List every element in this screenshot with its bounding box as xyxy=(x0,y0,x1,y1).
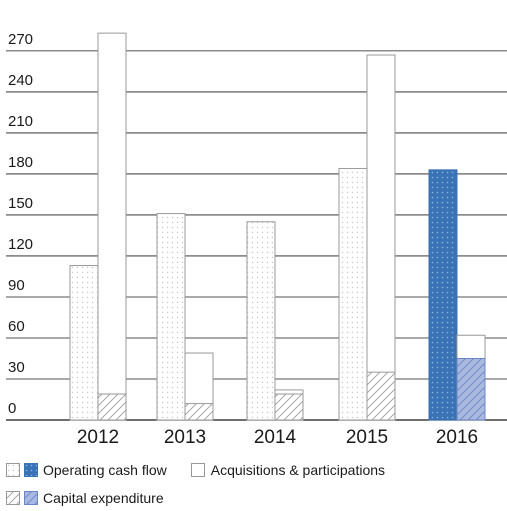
bar-acquisitions-2012 xyxy=(97,32,127,421)
bar-acquisitions-2015 xyxy=(366,54,396,421)
bar-operating-cash-flow-2016 xyxy=(428,169,458,421)
y-tick-label-180: 180 xyxy=(8,154,33,171)
bar-operating-cash-flow-2013 xyxy=(156,213,186,421)
x-category-label-2014: 2014 xyxy=(254,427,297,448)
y-tick-label-270: 270 xyxy=(8,31,33,48)
legend-swatch-capital-expenditure-highlight xyxy=(24,491,38,505)
bar-capital-expenditure-2014 xyxy=(274,393,304,421)
y-tick-label-120: 120 xyxy=(8,236,33,253)
x-category-label-2012: 2012 xyxy=(77,427,119,448)
x-category-label-2013: 2013 xyxy=(164,427,206,448)
bar-operating-cash-flow-2015 xyxy=(338,167,368,421)
legend-swatch-operating-cash-flow xyxy=(6,463,20,477)
bars xyxy=(69,32,486,421)
x-category-label-2016: 2016 xyxy=(436,427,478,448)
x-category-label-2015: 2015 xyxy=(346,427,388,448)
bar-capital-expenditure-2012 xyxy=(97,393,127,421)
legend-label-capital-expenditure: Capital expenditure xyxy=(43,490,164,506)
legend-label-operating-cash-flow: Operating cash flow xyxy=(43,462,167,478)
legend-label-acquisitions: Acquisitions & participations xyxy=(210,462,386,478)
bar-operating-cash-flow-2014 xyxy=(246,221,276,421)
legend-swatch-capital-expenditure xyxy=(6,491,20,505)
x-axis-category-labels: 2012 2013 2014 2015 2016 xyxy=(77,427,478,448)
y-tick-label-240: 240 xyxy=(8,72,33,89)
bar-operating-cash-flow-2012 xyxy=(69,265,99,421)
legend-swatch-operating-cash-flow-highlight xyxy=(24,463,38,477)
y-tick-label-90: 90 xyxy=(8,277,25,294)
bar-capital-expenditure-2016 xyxy=(456,357,486,421)
y-tick-label-150: 150 xyxy=(8,195,33,212)
y-tick-label-30: 30 xyxy=(8,359,25,376)
legend-swatch-acquisitions xyxy=(190,463,205,477)
bar-capital-expenditure-2015 xyxy=(366,371,396,421)
y-axis-tick-labels: 0 30 60 90 120 150 180 210 240 270 xyxy=(8,31,33,417)
legend-row-2: Capital expenditure xyxy=(6,490,164,506)
y-tick-label-210: 210 xyxy=(8,113,33,130)
y-tick-label-60: 60 xyxy=(8,318,25,335)
bar-capital-expenditure-2013 xyxy=(184,403,214,421)
y-tick-label-0: 0 xyxy=(8,400,16,417)
legend-row-1: Operating cash flow Acquisitions & parti… xyxy=(6,462,385,478)
